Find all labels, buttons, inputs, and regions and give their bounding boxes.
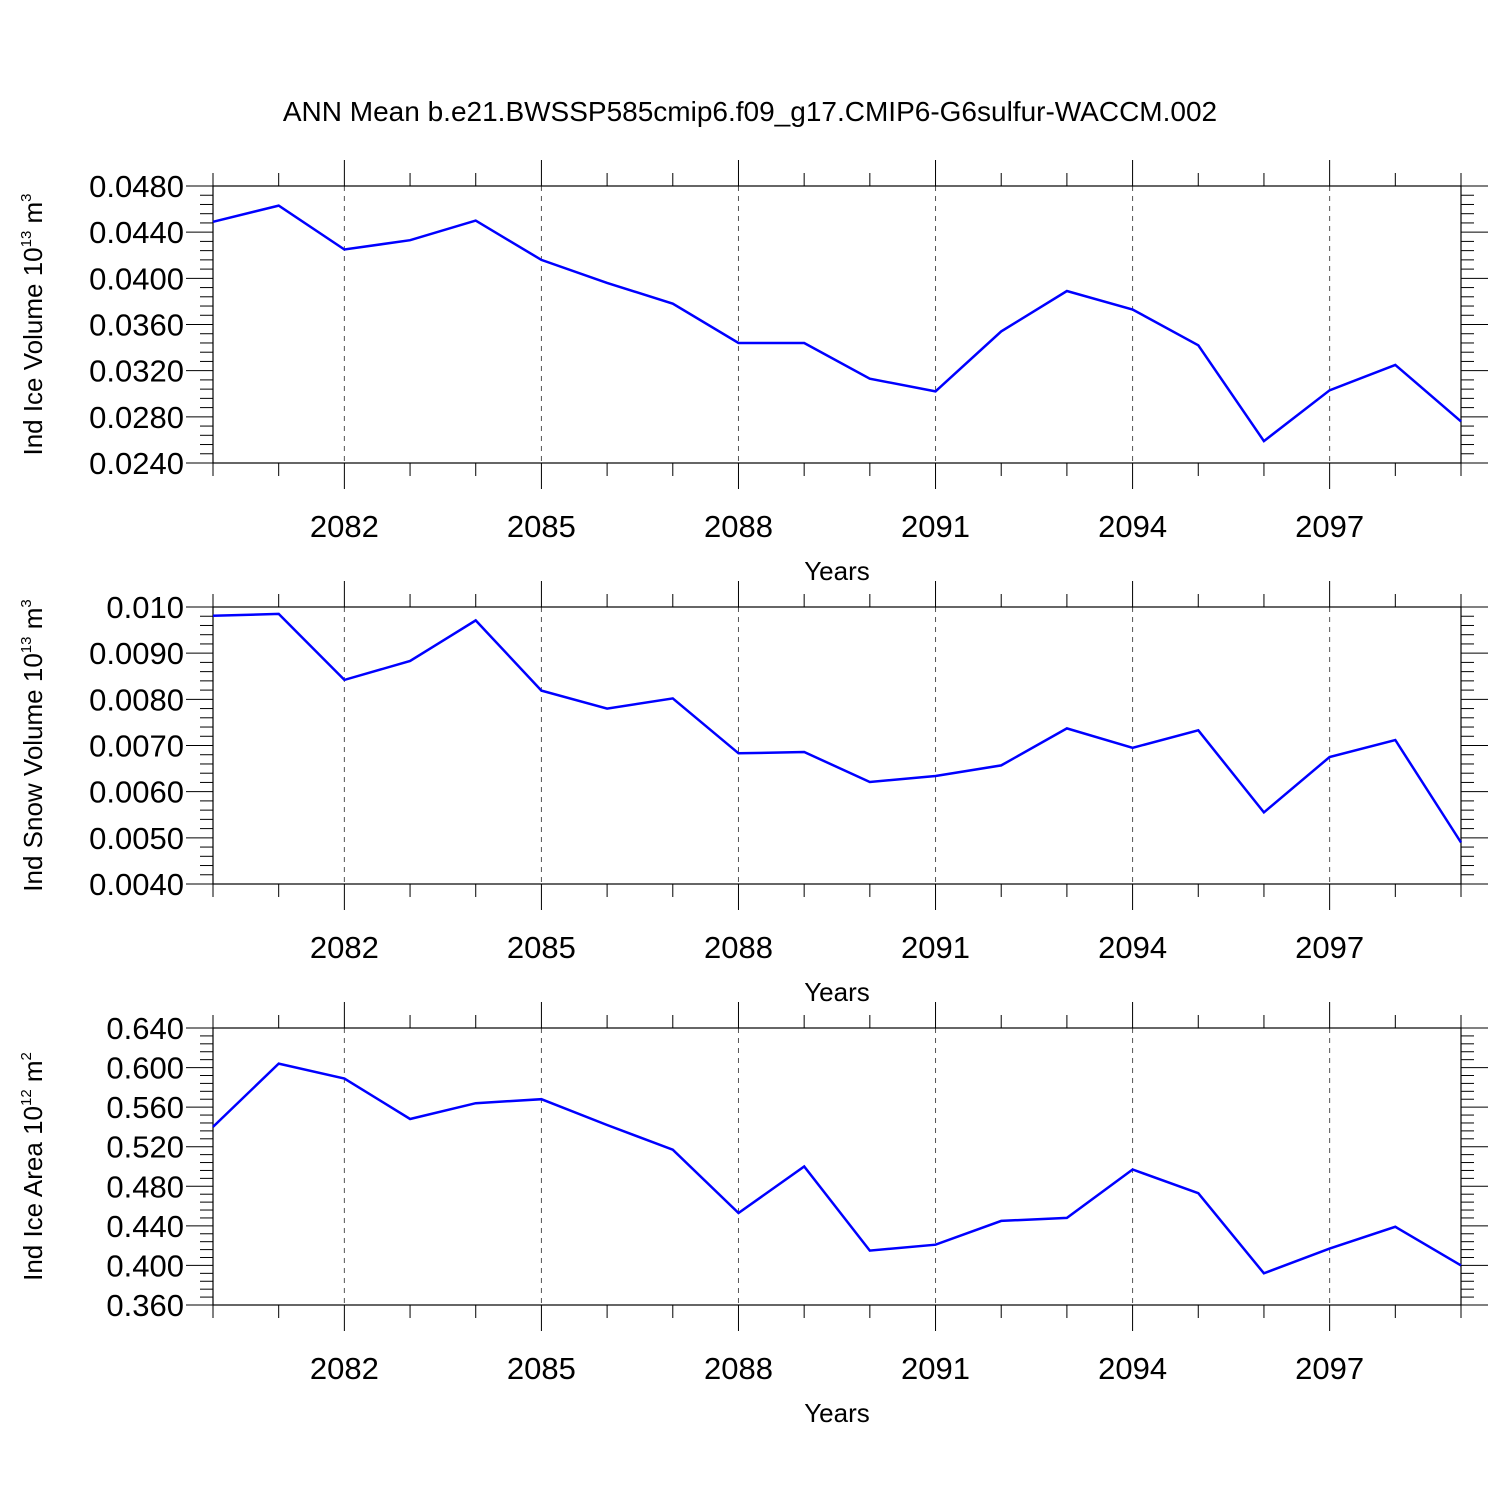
x-tick-label: 2097 [1295, 1351, 1364, 1386]
x-tick-label: 2094 [1098, 930, 1167, 965]
x-tick-label: 2082 [310, 1351, 379, 1386]
x-tick-label: 2085 [507, 930, 576, 965]
y-tick-label: 0.0400 [89, 261, 184, 296]
y-axis-label: Ind Ice Area 1012 m2 [18, 1052, 48, 1281]
y-tick-label: 0.0480 [89, 169, 184, 204]
y-tick-label: 0.0240 [89, 446, 184, 481]
y-axis-label: Ind Ice Volume 1013 m3 [18, 193, 48, 455]
x-tick-label: 2091 [901, 1351, 970, 1386]
y-tick-label: 0.0090 [89, 636, 184, 671]
x-axis-label: Years [804, 1398, 870, 1428]
y-axis-label: Ind Snow Volume 1013 m3 [18, 599, 48, 891]
y-tick-label: 0.360 [106, 1288, 184, 1323]
series-line [212, 612, 1463, 844]
x-tick-label: 2082 [310, 509, 379, 544]
y-tick-label: 0.0320 [89, 354, 184, 389]
x-axis-label: Years [804, 556, 870, 586]
chart-title: ANN Mean b.e21.BWSSP585cmip6.f09_g17.CMI… [282, 96, 1218, 127]
y-tick-label: 0.0040 [89, 867, 184, 902]
x-tick-label: 2085 [507, 1351, 576, 1386]
y-tick-label: 0.0360 [89, 308, 184, 343]
y-tick-label: 0.560 [106, 1090, 184, 1125]
x-tick-label: 2082 [310, 930, 379, 965]
y-tick-label: 0.520 [106, 1130, 184, 1165]
y-tick-label: 0.400 [106, 1248, 184, 1283]
plot-frame [212, 185, 1462, 464]
plot-frame [212, 1027, 1462, 1306]
x-tick-label: 2094 [1098, 1351, 1167, 1386]
x-tick-label: 2088 [704, 1351, 773, 1386]
x-tick-label: 2094 [1098, 509, 1167, 544]
panel-3: 0.360 0.400 0.440 0.480 0.520 0.560 0.600 0.640… [18, 1002, 1488, 1428]
panel-1: 0.0240 0.0280 0.0320 0.0360 0.0400 0.0440 0.04… [18, 160, 1488, 586]
x-tick-label: 2088 [704, 930, 773, 965]
y-tick-label: 0.0050 [89, 821, 184, 856]
y-tick-label: 0.0060 [89, 775, 184, 810]
x-tick-label: 2088 [704, 509, 773, 544]
y-tick-label: 0.0080 [89, 682, 184, 717]
series-line [212, 204, 1462, 443]
x-tick-label: 2091 [901, 930, 970, 965]
plot-frame [212, 606, 1462, 885]
y-tick-label: 0.480 [106, 1169, 184, 1204]
x-tick-label: 2091 [901, 509, 970, 544]
y-tick-label: 0.440 [106, 1209, 184, 1244]
y-tick-label: 0.640 [106, 1011, 184, 1046]
y-tick-label: 0.0280 [89, 400, 184, 435]
panel-2: 0.0040 0.0050 0.0060 0.0070 0.0080 0.0090 0.01… [18, 581, 1488, 1007]
x-tick-label: 2085 [507, 509, 576, 544]
y-tick-label: 0.0070 [89, 729, 184, 764]
x-tick-label: 2097 [1295, 930, 1364, 965]
series-line [212, 1062, 1462, 1275]
y-tick-label: 0.010 [106, 590, 184, 625]
y-tick-label: 0.600 [106, 1051, 184, 1086]
x-axis-label: Years [804, 977, 870, 1007]
x-tick-label: 2097 [1295, 509, 1364, 544]
y-tick-label: 0.0440 [89, 215, 184, 250]
